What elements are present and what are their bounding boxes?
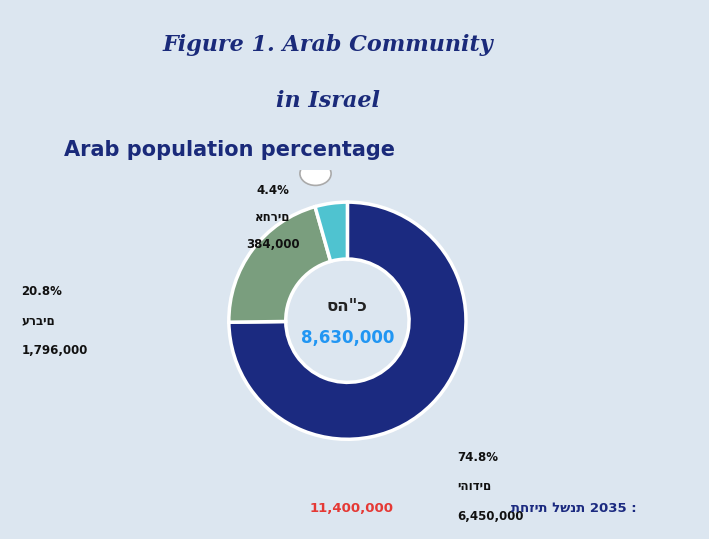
Text: 6,450,000: 6,450,000 [457, 510, 524, 523]
Text: Arab population percentage: Arab population percentage [64, 140, 395, 160]
Text: אחרים: אחרים [255, 211, 291, 224]
Text: 8,630,000: 8,630,000 [301, 329, 394, 348]
Circle shape [300, 162, 331, 185]
Text: 74.8%: 74.8% [457, 451, 498, 464]
Wedge shape [315, 202, 347, 261]
Text: Figure 1. Arab Community: Figure 1. Arab Community [162, 34, 493, 56]
Text: 384,000: 384,000 [246, 238, 300, 251]
Wedge shape [229, 206, 330, 322]
Text: 20.8%: 20.8% [21, 285, 62, 298]
Text: תחזית לשנת 2035 :: תחזית לשנת 2035 : [510, 502, 636, 515]
Text: יהודים: יהודים [457, 480, 491, 493]
Text: סה"כ: סה"כ [327, 298, 368, 315]
Wedge shape [229, 202, 466, 439]
Text: 11,400,000: 11,400,000 [310, 502, 393, 515]
Text: in Israel: in Israel [276, 90, 380, 112]
Text: 4.4%: 4.4% [257, 184, 289, 197]
Text: ערבים: ערבים [21, 314, 55, 327]
Text: 1,796,000: 1,796,000 [21, 344, 88, 357]
